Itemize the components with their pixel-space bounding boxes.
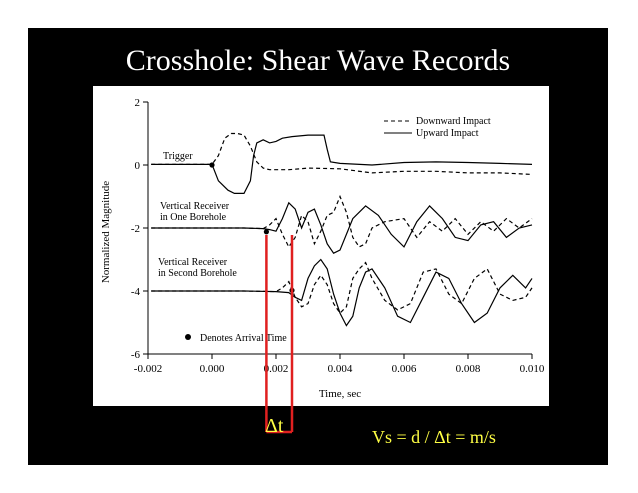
y-tick-label: -2 [131,223,140,235]
x-ticks: -0.002 0.000 0.002 0.004 0.006 0.008 0.010 [134,354,545,375]
y-ticks: 2 0 -2 -4 -6 [131,97,148,361]
arrival-point [263,229,269,235]
x-tick-label: 0.008 [456,363,481,375]
y-tick-label: -6 [131,349,141,361]
y-tick-label: -4 [131,286,141,298]
legend-entry-downward: Downward Impact [416,116,491,127]
arrival-points [209,162,295,293]
annotation-receiver1-line1: Vertical Receiver [160,201,230,212]
series-line-receiver1-downward [151,194,533,249]
legend: Downward Impact Upward Impact [384,116,491,139]
delta-t-label: Δt [265,415,284,437]
series-line-trigger-upward [151,134,533,194]
annotation-receiver1-line2: in One Borehole [160,212,227,223]
plot-background [93,86,549,406]
x-tick-label: 0.010 [520,363,545,375]
series-line-receiver2-upward [151,258,533,327]
slide-title: Crosshole: Shear Wave Records [125,44,511,77]
arrival-point [209,162,215,168]
annotation-arrival-note: Denotes Arrival Time [200,333,287,344]
x-tick-label: 0.006 [392,363,417,375]
y-tick-label: 2 [135,97,141,109]
series-line-receiver1-upward [151,201,533,254]
series-group [151,132,533,327]
x-tick-label: 0.004 [328,363,353,375]
annotation-receiver2-line2: in Second Borehole [158,268,237,279]
x-tick-label: 0.002 [264,363,289,375]
arrival-legend-dot [185,334,191,340]
x-tick-label: -0.002 [134,363,162,375]
x-axis-label: Time, sec [319,388,361,400]
annotation-receiver2-line1: Vertical Receiver [158,257,228,268]
delta-t-markers [265,235,294,434]
legend-entry-upward: Upward Impact [416,128,479,139]
series-line-trigger-downward [151,132,533,175]
series-line-receiver2-downward [151,261,533,315]
y-tick-label: 0 [135,160,141,172]
x-tick-label: 0.000 [200,363,225,375]
y-axis-label: Normalized Magnitude [100,181,112,283]
velocity-formula: Vs = d / Δt = m/s [372,427,496,447]
annotation-trigger: Trigger [163,151,193,162]
